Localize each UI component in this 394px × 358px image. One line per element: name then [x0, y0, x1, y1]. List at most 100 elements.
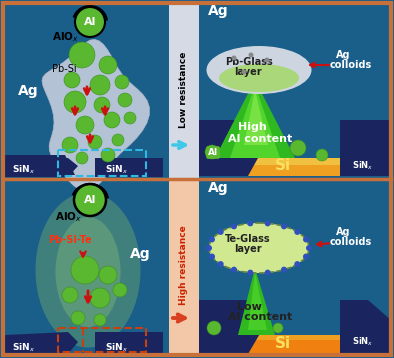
Text: Te-Glass: Te-Glass [225, 234, 271, 244]
Text: Ag: Ag [18, 84, 39, 98]
Polygon shape [230, 85, 280, 158]
Polygon shape [199, 300, 268, 354]
Polygon shape [5, 158, 78, 177]
Text: AlO$_x$: AlO$_x$ [52, 30, 79, 44]
Circle shape [75, 7, 105, 37]
Text: SiN$_x$: SiN$_x$ [105, 341, 128, 353]
Circle shape [90, 75, 110, 95]
Polygon shape [95, 158, 163, 177]
Circle shape [209, 236, 215, 242]
Polygon shape [340, 300, 391, 354]
Text: High: High [238, 122, 267, 132]
Circle shape [76, 116, 94, 134]
Circle shape [206, 245, 212, 251]
Text: SiN$_x$: SiN$_x$ [352, 336, 374, 348]
Circle shape [303, 253, 309, 260]
Polygon shape [5, 160, 62, 176]
Circle shape [101, 148, 115, 162]
Text: AlO$_x$: AlO$_x$ [55, 210, 82, 224]
Text: Ag: Ag [130, 247, 151, 261]
Circle shape [124, 112, 136, 124]
Polygon shape [340, 120, 391, 176]
Circle shape [303, 236, 309, 242]
Circle shape [218, 229, 224, 235]
Polygon shape [199, 335, 391, 354]
Text: SiN$_x$: SiN$_x$ [105, 164, 128, 176]
Polygon shape [42, 39, 149, 191]
Text: colloids: colloids [330, 237, 372, 247]
Circle shape [290, 140, 306, 156]
Polygon shape [248, 272, 267, 330]
Circle shape [231, 267, 237, 273]
Circle shape [62, 137, 78, 153]
Polygon shape [100, 160, 162, 176]
Circle shape [281, 267, 287, 273]
Polygon shape [3, 155, 65, 175]
Circle shape [115, 75, 129, 89]
Circle shape [64, 91, 86, 113]
Text: Pb-Si: Pb-Si [52, 64, 76, 74]
Polygon shape [169, 179, 199, 356]
Text: Ag: Ag [336, 50, 351, 60]
Circle shape [76, 152, 88, 164]
Ellipse shape [35, 193, 141, 348]
Circle shape [113, 283, 127, 297]
Circle shape [306, 245, 312, 251]
Text: SiN$_x$: SiN$_x$ [12, 164, 35, 176]
Circle shape [247, 221, 253, 226]
Circle shape [242, 69, 247, 74]
Ellipse shape [56, 217, 121, 327]
Circle shape [247, 270, 253, 276]
Text: High resistance: High resistance [180, 225, 188, 305]
Circle shape [281, 223, 287, 229]
Polygon shape [244, 90, 268, 145]
Circle shape [112, 134, 124, 146]
Polygon shape [199, 165, 391, 176]
Circle shape [249, 53, 253, 58]
Circle shape [218, 261, 224, 267]
Text: Al: Al [208, 148, 218, 157]
Circle shape [207, 321, 221, 335]
Text: Ag: Ag [208, 4, 229, 18]
Polygon shape [199, 120, 268, 176]
Text: Al: Al [84, 195, 97, 205]
Polygon shape [95, 332, 163, 354]
Text: Low resistance: Low resistance [180, 52, 188, 128]
Circle shape [90, 288, 110, 308]
Circle shape [232, 55, 236, 61]
Circle shape [74, 184, 106, 216]
Polygon shape [5, 332, 78, 354]
Circle shape [205, 145, 219, 159]
Ellipse shape [219, 64, 299, 92]
Text: Ag: Ag [208, 181, 229, 195]
Text: Pb-Glass: Pb-Glass [225, 57, 273, 67]
Polygon shape [238, 268, 275, 335]
Circle shape [88, 135, 102, 149]
Text: SiN$_x$: SiN$_x$ [352, 159, 374, 171]
Circle shape [265, 221, 271, 226]
Circle shape [273, 323, 283, 333]
Text: Low: Low [237, 302, 262, 312]
Polygon shape [199, 158, 391, 176]
Text: Al: Al [84, 17, 97, 27]
Circle shape [118, 93, 132, 107]
Circle shape [209, 253, 215, 260]
Circle shape [294, 261, 300, 267]
Circle shape [71, 311, 85, 325]
Circle shape [64, 72, 80, 88]
Text: Ag: Ag [336, 227, 351, 237]
Circle shape [99, 56, 117, 74]
Circle shape [265, 270, 271, 276]
Ellipse shape [206, 46, 312, 94]
Circle shape [94, 314, 106, 326]
Circle shape [99, 266, 117, 284]
Text: Al content: Al content [228, 312, 292, 322]
Text: layer: layer [234, 67, 262, 77]
Text: colloids: colloids [330, 60, 372, 70]
Circle shape [294, 229, 300, 235]
Circle shape [94, 97, 110, 113]
Polygon shape [199, 340, 391, 354]
Text: SiN$_x$: SiN$_x$ [12, 341, 35, 353]
Circle shape [316, 149, 328, 161]
Circle shape [71, 256, 99, 284]
